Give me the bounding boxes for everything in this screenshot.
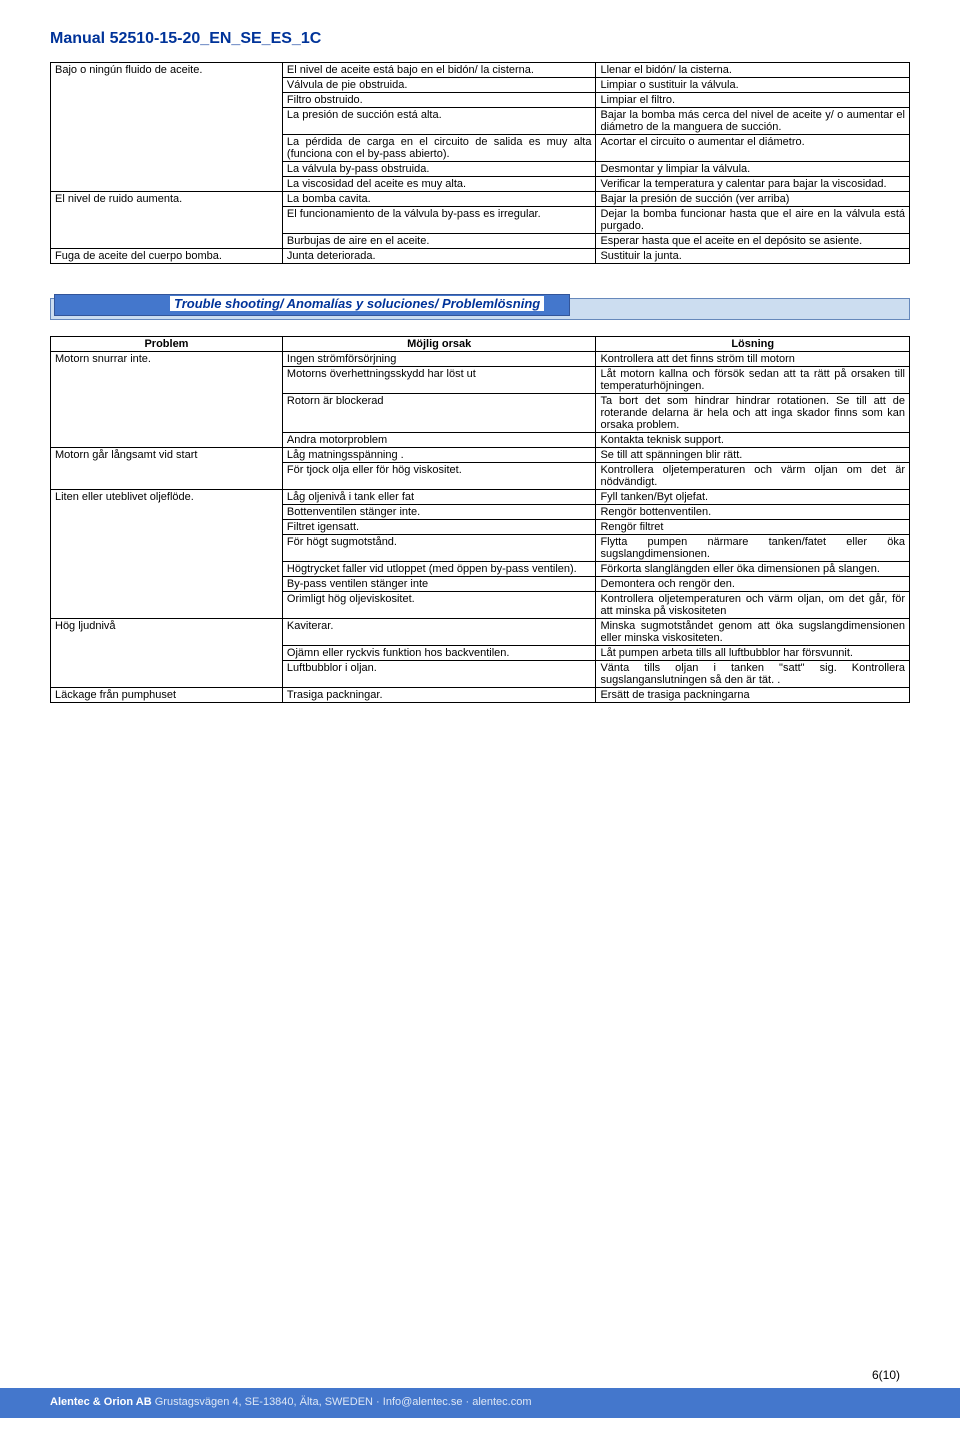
cell-cause: La presión de succión está alta. <box>282 108 596 135</box>
cell-cause: Bottenventilen stänger inte. <box>282 505 596 520</box>
cell-cause: För tjock olja eller för hög viskositet. <box>282 463 596 490</box>
cell-solution: Demontera och rengör den. <box>596 577 910 592</box>
cell-problem: Bajo o ningún fluido de aceite. <box>51 63 283 192</box>
cell-cause: Ojämn eller ryckvis funktion hos backven… <box>282 646 596 661</box>
cell-solution: Limpiar o sustituir la válvula. <box>596 78 910 93</box>
table-row: Hög ljudnivåKaviterar.Minska sugmotstånd… <box>51 619 910 646</box>
cell-solution: Limpiar el filtro. <box>596 93 910 108</box>
cell-problem: Motorn snurrar inte. <box>51 352 283 448</box>
cell-solution: Vänta tills oljan i tanken "satt" sig. K… <box>596 661 910 688</box>
cell-solution: Flytta pumpen närmare tanken/fatet eller… <box>596 535 910 562</box>
cell-cause: La bomba cavita. <box>282 192 596 207</box>
cell-cause: Orimligt hög oljeviskositet. <box>282 592 596 619</box>
cell-solution: Rengör filtret <box>596 520 910 535</box>
cell-cause: Låg matningsspänning . <box>282 448 596 463</box>
cell-cause: El funcionamiento de la válvula by-pass … <box>282 207 596 234</box>
cell-cause: Högtrycket faller vid utloppet (med öppe… <box>282 562 596 577</box>
cell-solution: Acortar el circuito o aumentar el diámet… <box>596 135 910 162</box>
table-row: Fuga de aceite del cuerpo bomba.Junta de… <box>51 249 910 264</box>
cell-problem: Läckage från pumphuset <box>51 688 283 703</box>
cell-problem: Hög ljudnivå <box>51 619 283 688</box>
cell-cause: Motorns överhettningsskydd har löst ut <box>282 367 596 394</box>
troubleshooting-table-es: Bajo o ningún fluido de aceite.El nivel … <box>50 62 910 264</box>
page-footer: Alentec & Orion AB Grustagsvägen 4, SE-1… <box>0 1388 960 1418</box>
cell-cause: Låg oljenivå i tank eller fat <box>282 490 596 505</box>
cell-solution: Bajar la presión de succión (ver arriba) <box>596 192 910 207</box>
troubleshooting-table-sv: Problem Möjlig orsak Lösning Motorn snur… <box>50 336 910 703</box>
header-problem: Problem <box>51 337 283 352</box>
table-row: Läckage från pumphusetTrasiga packningar… <box>51 688 910 703</box>
cell-solution: Kontrollera oljetemperaturen och värm ol… <box>596 592 910 619</box>
cell-problem: El nivel de ruido aumenta. <box>51 192 283 249</box>
table-row: Motorn går långsamt vid startLåg matning… <box>51 448 910 463</box>
cell-cause: El nivel de aceite está bajo en el bidón… <box>282 63 596 78</box>
cell-cause: Luftbubblor i oljan. <box>282 661 596 688</box>
cell-cause: Trasiga packningar. <box>282 688 596 703</box>
cell-solution: Låt pumpen arbeta tills all luftbubblor … <box>596 646 910 661</box>
footer-company: Alentec & Orion AB <box>50 1396 152 1408</box>
cell-cause: Válvula de pie obstruida. <box>282 78 596 93</box>
cell-solution: Fyll tanken/Byt oljefat. <box>596 490 910 505</box>
footer-address: Grustagsvägen 4, SE-13840, Älta, SWEDEN … <box>152 1396 532 1408</box>
section-title: Trouble shooting/ Anomalías y soluciones… <box>170 296 544 311</box>
cell-solution: Ta bort det som hindrar hindrar rotation… <box>596 394 910 433</box>
cell-cause: Kaviterar. <box>282 619 596 646</box>
table-header-row: Problem Möjlig orsak Lösning <box>51 337 910 352</box>
document-title: Manual 52510-15-20_EN_SE_ES_1C <box>50 30 910 48</box>
header-cause: Möjlig orsak <box>282 337 596 352</box>
page-number: 6(10) <box>872 1368 900 1382</box>
cell-cause: Filtret igensatt. <box>282 520 596 535</box>
cell-cause: By-pass ventilen stänger inte <box>282 577 596 592</box>
cell-cause: Rotorn är blockerad <box>282 394 596 433</box>
cell-cause: La viscosidad del aceite es muy alta. <box>282 177 596 192</box>
table-row: Motorn snurrar inte.Ingen strömförsörjni… <box>51 352 910 367</box>
cell-cause: La válvula by-pass obstruida. <box>282 162 596 177</box>
cell-solution: Rengör bottenventilen. <box>596 505 910 520</box>
cell-cause: Burbujas de aire en el aceite. <box>282 234 596 249</box>
cell-solution: Desmontar y limpiar la válvula. <box>596 162 910 177</box>
cell-cause: Junta deteriorada. <box>282 249 596 264</box>
cell-solution: Ersätt de trasiga packningarna <box>596 688 910 703</box>
cell-problem: Fuga de aceite del cuerpo bomba. <box>51 249 283 264</box>
cell-cause: La pérdida de carga en el circuito de sa… <box>282 135 596 162</box>
cell-solution: Kontakta teknisk support. <box>596 433 910 448</box>
cell-cause: Andra motorproblem <box>282 433 596 448</box>
table-row: Liten eller uteblivet oljeflöde.Låg olje… <box>51 490 910 505</box>
cell-solution: Minska sugmotståndet genom att öka sugsl… <box>596 619 910 646</box>
cell-solution: Kontrollera att det finns ström till mot… <box>596 352 910 367</box>
cell-cause: För högt sugmotstånd. <box>282 535 596 562</box>
cell-solution: Låt motorn kallna och försök sedan att t… <box>596 367 910 394</box>
section-header: Trouble shooting/ Anomalías y soluciones… <box>50 294 910 324</box>
cell-cause: Filtro obstruido. <box>282 93 596 108</box>
cell-problem: Liten eller uteblivet oljeflöde. <box>51 490 283 619</box>
cell-solution: Llenar el bidón/ la cisterna. <box>596 63 910 78</box>
cell-solution: Kontrollera oljetemperaturen och värm ol… <box>596 463 910 490</box>
cell-solution: Bajar la bomba más cerca del nivel de ac… <box>596 108 910 135</box>
table-row: Bajo o ningún fluido de aceite.El nivel … <box>51 63 910 78</box>
cell-solution: Esperar hasta que el aceite en el depósi… <box>596 234 910 249</box>
cell-problem: Motorn går långsamt vid start <box>51 448 283 490</box>
cell-cause: Ingen strömförsörjning <box>282 352 596 367</box>
table-row: El nivel de ruido aumenta.La bomba cavit… <box>51 192 910 207</box>
cell-solution: Verificar la temperatura y calentar para… <box>596 177 910 192</box>
cell-solution: Sustituir la junta. <box>596 249 910 264</box>
cell-solution: Se till att spänningen blir rätt. <box>596 448 910 463</box>
cell-solution: Dejar la bomba funcionar hasta que el ai… <box>596 207 910 234</box>
header-solution: Lösning <box>596 337 910 352</box>
cell-solution: Förkorta slanglängden eller öka dimensio… <box>596 562 910 577</box>
